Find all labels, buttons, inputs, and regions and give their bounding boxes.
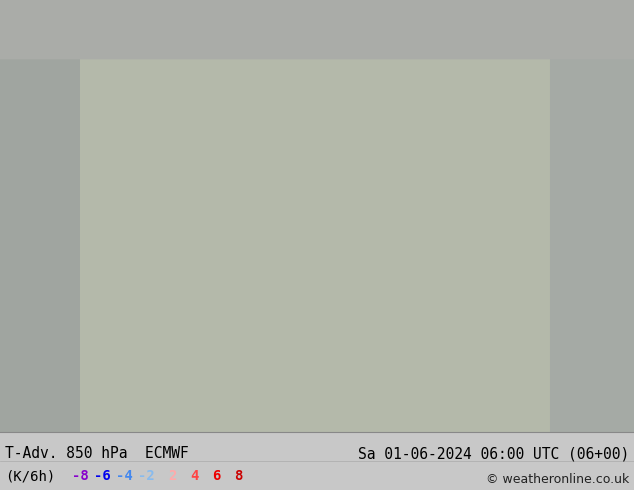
Text: -4: -4 [115,469,133,483]
Text: -6: -6 [94,469,110,483]
Text: 4: 4 [190,469,198,483]
Text: T-Adv. 850 hPa  ECMWF: T-Adv. 850 hPa ECMWF [5,446,189,461]
Text: 2: 2 [168,469,176,483]
Text: -8: -8 [72,469,88,483]
Text: © weatheronline.co.uk: © weatheronline.co.uk [486,473,629,486]
Text: 8: 8 [234,469,242,483]
Text: Sa 01-06-2024 06:00 UTC (06+00): Sa 01-06-2024 06:00 UTC (06+00) [358,446,629,461]
Text: 6: 6 [212,469,220,483]
Text: (K/6h): (K/6h) [5,469,55,483]
Text: -2: -2 [138,469,154,483]
